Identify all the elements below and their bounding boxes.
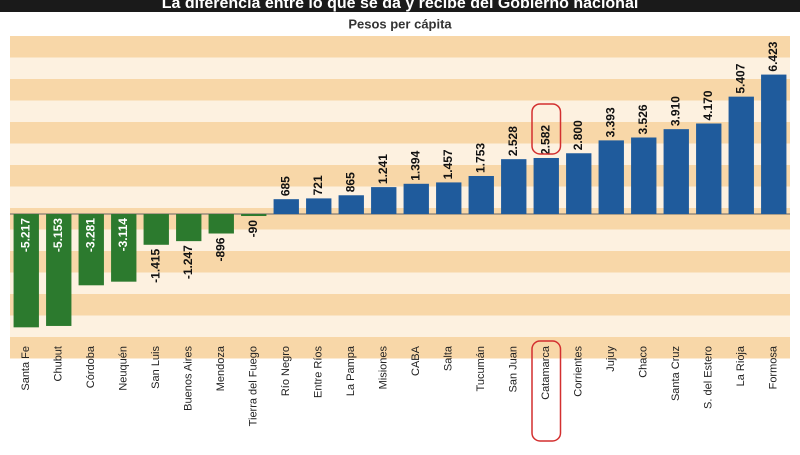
value-label: -1.415 [148, 248, 162, 282]
x-tick-label: Misiones [378, 346, 390, 390]
bar [273, 199, 299, 215]
stripe [10, 294, 790, 316]
x-tick-label: Córdoba [85, 345, 97, 388]
value-label: 2.528 [506, 126, 520, 156]
bar [176, 214, 202, 242]
stripe [10, 208, 790, 230]
x-tick-label: La Pampa [345, 345, 357, 396]
value-label: 865 [343, 172, 357, 192]
bar [46, 214, 72, 326]
x-tick-label: Salta [443, 345, 455, 371]
x-tick-label: San Juan [508, 346, 520, 392]
stripe [10, 186, 790, 208]
value-label: 1.394 [408, 150, 422, 180]
value-label: 2.582 [538, 125, 552, 155]
value-label: -3.281 [83, 218, 97, 252]
x-tick-label: Río Negro [280, 346, 292, 396]
value-label: 1.457 [441, 149, 455, 179]
stripe [10, 165, 790, 187]
highlight-box [531, 103, 562, 155]
value-label: 2.800 [571, 120, 585, 150]
bar [663, 129, 689, 215]
value-label: -3.114 [116, 218, 130, 252]
x-tick-label: Tierra del Fuego [248, 346, 260, 426]
bar [598, 140, 624, 215]
x-tick-label: Jujuy [605, 346, 617, 372]
stripe [10, 143, 790, 165]
stripe [10, 229, 790, 251]
stripe [10, 57, 790, 79]
x-tick-label: San Luis [150, 346, 162, 389]
value-label: -90 [246, 220, 260, 238]
x-tick-label: Formosa [768, 345, 780, 389]
bar [468, 175, 494, 215]
x-tick-label: Santa Fe [20, 346, 32, 391]
bar [566, 153, 592, 215]
stripe [10, 122, 790, 144]
value-label: 1.241 [376, 154, 390, 184]
bar [533, 157, 559, 215]
x-tick-label: Chubut [53, 346, 65, 381]
bar [13, 214, 39, 328]
x-tick-label: Buenos Aires [183, 346, 195, 411]
chart-title: La diferencia entre lo que se da y recib… [162, 0, 639, 12]
x-tick-label: CABA [410, 345, 422, 376]
value-label: 3.910 [668, 96, 682, 126]
bar [78, 214, 104, 286]
bar [208, 214, 234, 234]
stripe [10, 337, 790, 359]
x-tick-label: Catamarca [540, 345, 552, 400]
value-label: 1.753 [473, 143, 487, 173]
highlight-box [531, 340, 562, 442]
bar [631, 137, 657, 215]
bar [403, 183, 429, 215]
background-stripes [10, 36, 790, 359]
value-label: 721 [311, 175, 325, 195]
x-tick-label: Tucumán [475, 346, 487, 391]
bar [143, 214, 169, 245]
x-tick-label: La Rioja [735, 345, 747, 386]
value-label: 4.170 [701, 90, 715, 120]
bar [306, 198, 332, 215]
bar [371, 187, 397, 215]
stripe [10, 36, 790, 58]
x-tick-label: Santa Cruz [670, 346, 682, 401]
stripe [10, 79, 790, 101]
value-label: 6.423 [766, 41, 780, 71]
bar [501, 159, 527, 215]
value-label: 685 [278, 176, 292, 196]
bar [338, 195, 364, 215]
bar [696, 123, 722, 215]
bar [761, 74, 787, 215]
value-label: -896 [213, 237, 227, 261]
bar [111, 214, 137, 282]
title-band [0, 0, 800, 12]
stripe [10, 100, 790, 122]
x-tick-label: S. del Estero [703, 346, 715, 409]
bar [728, 96, 754, 215]
x-tick-label: Mendoza [215, 345, 227, 391]
stripe [10, 315, 790, 337]
stripe [10, 272, 790, 294]
bar [241, 214, 267, 217]
value-label: -5.217 [18, 218, 32, 252]
value-label: 3.393 [603, 107, 617, 137]
value-label: -5.153 [51, 218, 65, 252]
x-tick-label: Corrientes [573, 346, 585, 397]
stripe [10, 251, 790, 273]
bar [436, 182, 462, 215]
x-tick-label: Chaco [638, 346, 650, 378]
x-tick-label: Entre Ríos [313, 346, 325, 398]
value-label: -1.247 [181, 245, 195, 279]
x-tick-label: Neuquén [118, 346, 130, 391]
chart-subtitle: Pesos per cápita [348, 16, 452, 31]
value-label: 3.526 [636, 104, 650, 134]
value-label: 5.407 [733, 63, 747, 93]
